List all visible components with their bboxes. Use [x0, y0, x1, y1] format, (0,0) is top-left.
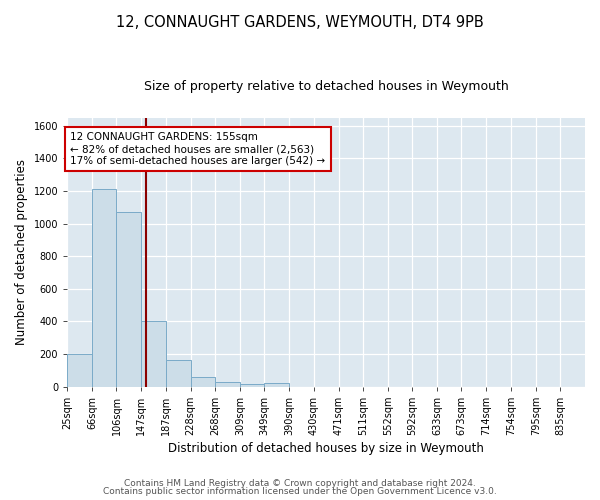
Bar: [240, 384, 265, 386]
Bar: [67, 354, 92, 386]
Bar: [142, 322, 166, 386]
Bar: [215, 382, 240, 386]
Bar: [92, 190, 116, 386]
Y-axis label: Number of detached properties: Number of detached properties: [15, 159, 28, 345]
Bar: [265, 384, 289, 386]
Text: Contains HM Land Registry data © Crown copyright and database right 2024.: Contains HM Land Registry data © Crown c…: [124, 478, 476, 488]
Title: Size of property relative to detached houses in Weymouth: Size of property relative to detached ho…: [144, 80, 508, 93]
Bar: [116, 212, 142, 386]
Text: Contains public sector information licensed under the Open Government Licence v3: Contains public sector information licen…: [103, 487, 497, 496]
X-axis label: Distribution of detached houses by size in Weymouth: Distribution of detached houses by size …: [168, 442, 484, 455]
Bar: [191, 377, 215, 386]
Bar: [166, 360, 191, 386]
Text: 12 CONNAUGHT GARDENS: 155sqm
← 82% of detached houses are smaller (2,563)
17% of: 12 CONNAUGHT GARDENS: 155sqm ← 82% of de…: [70, 132, 325, 166]
Text: 12, CONNAUGHT GARDENS, WEYMOUTH, DT4 9PB: 12, CONNAUGHT GARDENS, WEYMOUTH, DT4 9PB: [116, 15, 484, 30]
